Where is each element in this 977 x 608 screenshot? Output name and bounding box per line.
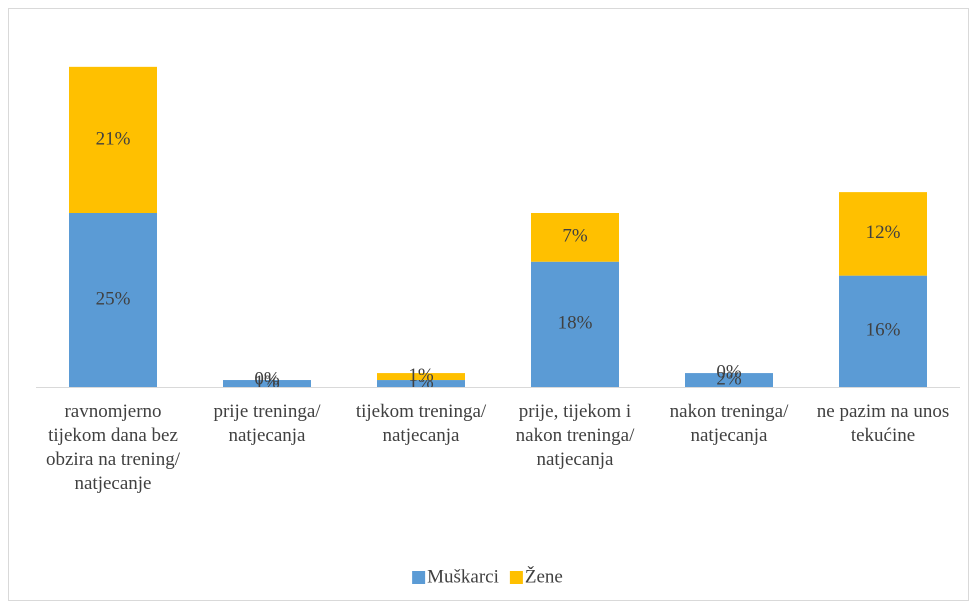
x-tick-label: prije, tijekom i nakon treninga/ natjeca… [515,401,635,470]
data-label: 21% [96,128,131,149]
x-tick-label: ravnomjerno tijekom dana bez obzira na t… [45,401,180,494]
bar-segment [685,373,773,387]
data-label: 7% [562,226,588,247]
chart-border [8,8,969,601]
bar-segment [531,213,619,262]
x-tick-label: tijekom treninga/ natjecanja [355,401,487,446]
legend-swatch [509,571,523,584]
legend-swatch [412,571,426,584]
bar-segment [223,380,311,387]
data-label: 0% [716,361,742,382]
bar-segment [839,192,927,276]
bar-segment [377,373,465,381]
data-label: 25% [96,288,131,309]
legend-label: Muškarci [427,566,499,587]
x-tick-label: ne pazim na unos tekućine [816,401,950,446]
data-label: 12% [866,222,901,243]
bar-segment [531,261,619,387]
bar-segment [377,380,465,387]
data-label: 18% [558,313,593,334]
bar-segment [839,275,927,387]
x-tick-label: prije treninga/ natjecanja [213,401,321,446]
data-label: 16% [866,320,901,341]
legend-label: Žene [525,565,563,587]
data-label: 2% [716,368,742,389]
x-tick-label: nakon treninga/ natjecanja [669,401,789,446]
bar-segment [69,66,157,213]
data-label: 1% [408,365,434,386]
data-label: 0% [254,368,280,389]
bar-segment [69,213,157,387]
